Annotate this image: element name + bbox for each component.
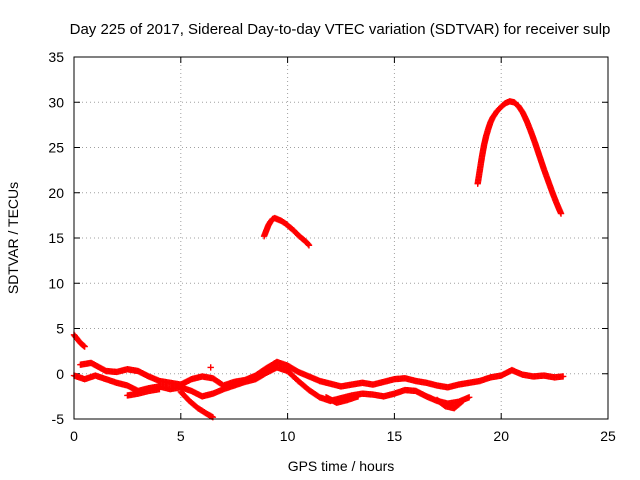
y-tick-label: 0 — [56, 366, 64, 382]
y-tick-label: -5 — [52, 411, 65, 427]
series-band-upper — [77, 358, 567, 391]
grid-layer — [74, 57, 608, 419]
data-point — [465, 394, 473, 401]
data-point — [459, 397, 466, 405]
x-tick-label: 10 — [280, 428, 296, 444]
y-tick-label: 35 — [48, 49, 64, 65]
data-point — [207, 364, 214, 371]
y-tick-label: 30 — [48, 94, 64, 110]
plot-frame — [73, 56, 609, 420]
y-tick-label: 15 — [48, 230, 64, 246]
chart-title: Day 225 of 2017, Sidereal Day-to-day VTE… — [70, 21, 611, 38]
data-point — [305, 242, 313, 249]
tick-layer: 0 5 10 15 20 25 -5 0 5 10 15 20 25 30 35 — [48, 49, 616, 444]
x-tick-label: 15 — [387, 428, 403, 444]
series-band-dip-d — [433, 396, 466, 412]
y-axis-label: SDTVAR / TECUs — [5, 182, 21, 294]
x-tick-label: 25 — [600, 428, 616, 444]
series-band-dip-c — [322, 393, 362, 406]
data-point — [156, 385, 163, 393]
series-band-dip-a — [124, 385, 163, 399]
x-axis-label: GPS time / hours — [288, 458, 395, 474]
data-point — [305, 241, 312, 248]
series-isolated-points — [207, 364, 214, 371]
x-tick-label: 0 — [70, 428, 78, 444]
y-tick-label: 5 — [56, 321, 64, 337]
y-tick-label: 25 — [48, 140, 64, 156]
data-layer — [70, 98, 567, 421]
x-tick-label: 20 — [493, 428, 509, 444]
series-arc-midday — [260, 214, 313, 249]
y-tick-label: 20 — [48, 185, 64, 201]
series-arc-start-decline — [70, 331, 88, 350]
data-point — [354, 393, 362, 400]
data-point — [81, 343, 88, 350]
data-point — [557, 210, 565, 217]
series-band-dip-b — [177, 388, 217, 421]
data-point — [559, 373, 567, 380]
y-tick-label: 10 — [48, 275, 64, 291]
data-point — [458, 398, 466, 405]
series-arc-evening — [474, 98, 565, 217]
x-tick-label: 5 — [177, 428, 185, 444]
series-band-lower — [70, 364, 473, 407]
